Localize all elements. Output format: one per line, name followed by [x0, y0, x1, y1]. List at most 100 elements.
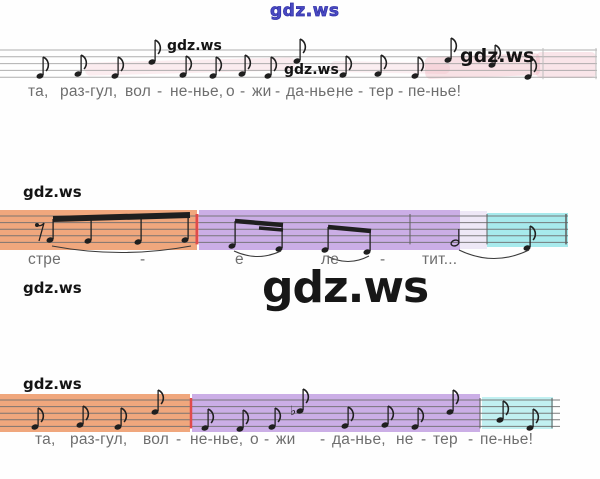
slur	[458, 249, 530, 259]
note-flag	[502, 400, 510, 416]
eighth-note	[46, 219, 54, 243]
note-head	[46, 237, 54, 243]
note-flag	[532, 408, 540, 424]
eighth-note	[84, 218, 92, 244]
marker-highlight	[460, 211, 487, 249]
note-head	[209, 73, 217, 79]
slur	[326, 255, 370, 263]
note-head	[526, 425, 534, 431]
note-flag	[215, 56, 223, 72]
note-head	[264, 73, 272, 79]
note-head	[411, 424, 419, 430]
eighth-note	[209, 56, 223, 79]
slur	[233, 250, 282, 258]
note-head	[293, 58, 301, 64]
note-flag	[117, 56, 125, 72]
eighth-note	[179, 55, 193, 78]
flat-sign: ♭	[290, 404, 296, 419]
note-flag	[185, 55, 193, 71]
eighth-note	[381, 405, 395, 428]
eighth-note	[411, 56, 425, 79]
marker-highlight	[487, 213, 568, 247]
note-flag	[242, 409, 250, 425]
note-flag	[80, 54, 88, 70]
note-flag	[345, 55, 353, 71]
eighth-note	[363, 231, 371, 255]
eighth-note	[111, 56, 125, 79]
eighth-note	[228, 221, 236, 249]
note-head	[321, 247, 329, 253]
note-head	[76, 422, 84, 428]
note-flag	[417, 407, 425, 423]
eighth-note	[268, 407, 282, 430]
eighth-note	[446, 389, 460, 415]
marker-highlight	[199, 210, 460, 250]
note-head	[74, 71, 82, 77]
note-flag	[37, 407, 45, 423]
staff-2	[0, 210, 568, 263]
note-beam	[234, 218, 284, 228]
note-head	[151, 409, 159, 415]
eighth-note	[296, 388, 310, 414]
note-head	[181, 237, 189, 243]
note-head	[523, 245, 531, 251]
note-head	[296, 408, 304, 414]
note-head	[238, 71, 246, 77]
note-head	[236, 426, 244, 432]
eighth-note	[31, 407, 45, 430]
eighth-note	[526, 408, 540, 431]
staff-1	[0, 37, 597, 80]
eighth-note	[341, 406, 355, 429]
note-head	[179, 72, 187, 78]
note-head	[268, 424, 276, 430]
note-flag	[450, 37, 458, 53]
slur	[51, 245, 192, 254]
note-flag	[494, 44, 502, 60]
note-flag	[270, 56, 278, 72]
note-head	[341, 423, 349, 429]
eighth-note	[496, 400, 510, 423]
eighth-note	[523, 225, 537, 251]
eighth-note	[321, 227, 329, 253]
eighth-note	[488, 44, 502, 68]
eighth-note	[293, 38, 307, 64]
note-flag	[82, 405, 90, 421]
pink-scribble	[536, 52, 596, 78]
half-note	[450, 229, 460, 247]
note-head	[31, 424, 39, 430]
eighth-note	[36, 56, 50, 79]
note-flag	[299, 38, 307, 54]
rest-stroke	[36, 222, 45, 242]
staff-3: ♭	[0, 388, 560, 432]
note-flag	[120, 407, 128, 423]
note-flag	[207, 408, 215, 424]
eighth-note	[411, 407, 425, 430]
eighth-note	[374, 54, 388, 77]
note-flag	[157, 389, 165, 405]
note-flag	[529, 225, 537, 241]
note-flag	[417, 56, 425, 72]
eighth-note	[76, 405, 90, 428]
note-head	[411, 73, 419, 79]
note-head	[275, 246, 283, 252]
note-head	[134, 239, 142, 245]
pink-scribble	[424, 53, 541, 79]
note-beam	[258, 226, 284, 232]
note-flag	[42, 56, 50, 72]
eighth-note	[264, 56, 278, 79]
note-head	[381, 422, 389, 428]
note-head	[228, 243, 236, 249]
note-head	[339, 72, 347, 78]
note-flag	[530, 57, 538, 73]
eighth-note	[148, 39, 162, 65]
eighth-note	[201, 408, 215, 431]
note-beam	[327, 224, 372, 234]
note-flag	[380, 54, 388, 70]
eighth-note	[339, 55, 353, 78]
note-head	[363, 249, 371, 255]
note-head	[111, 73, 119, 79]
note-head	[201, 425, 209, 431]
eighth-note	[151, 389, 165, 415]
